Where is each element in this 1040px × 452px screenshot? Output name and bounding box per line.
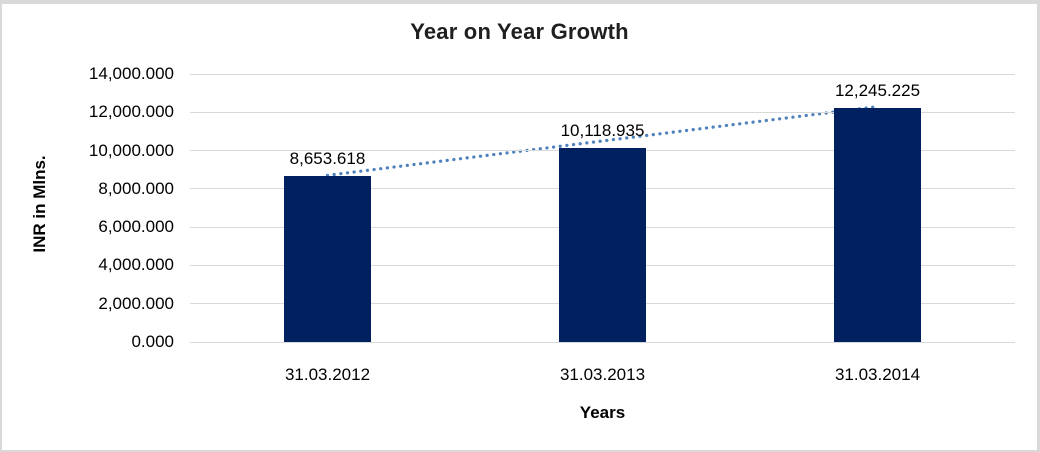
data-label: 10,118.935: [560, 121, 645, 141]
x-tick-label: 31.03.2014: [834, 365, 921, 384]
data-label: 8,653.618: [289, 149, 366, 169]
y-tick-label: 8,000.000: [98, 178, 174, 198]
bar: [284, 176, 371, 342]
y-tick-label: 14,000.000: [88, 64, 174, 83]
gridline: [190, 73, 1015, 75]
y-tick-label: 4,000.000: [98, 255, 174, 275]
y-tick-label: 2,000.000: [98, 293, 174, 313]
x-axis-line: [190, 341, 1015, 343]
chart-title: Year on Year Growth: [410, 19, 629, 44]
x-tick-label: 31.03.2012: [284, 365, 371, 384]
x-tick-label: 31.03.2013: [559, 365, 646, 384]
y-tick-label: 10,000.000: [88, 140, 174, 160]
y-tick-label: 0.000: [131, 332, 174, 351]
y-tick-label: 12,000.000: [88, 102, 174, 122]
y-axis-title: INR in Mlns.: [30, 155, 49, 253]
data-label: 12,245.225: [834, 80, 921, 100]
bar: [834, 107, 921, 342]
y-tick-label: 6,000.000: [98, 217, 174, 237]
bar: [559, 148, 646, 342]
gridline: [190, 111, 1015, 113]
x-axis-title: Years: [579, 403, 626, 422]
